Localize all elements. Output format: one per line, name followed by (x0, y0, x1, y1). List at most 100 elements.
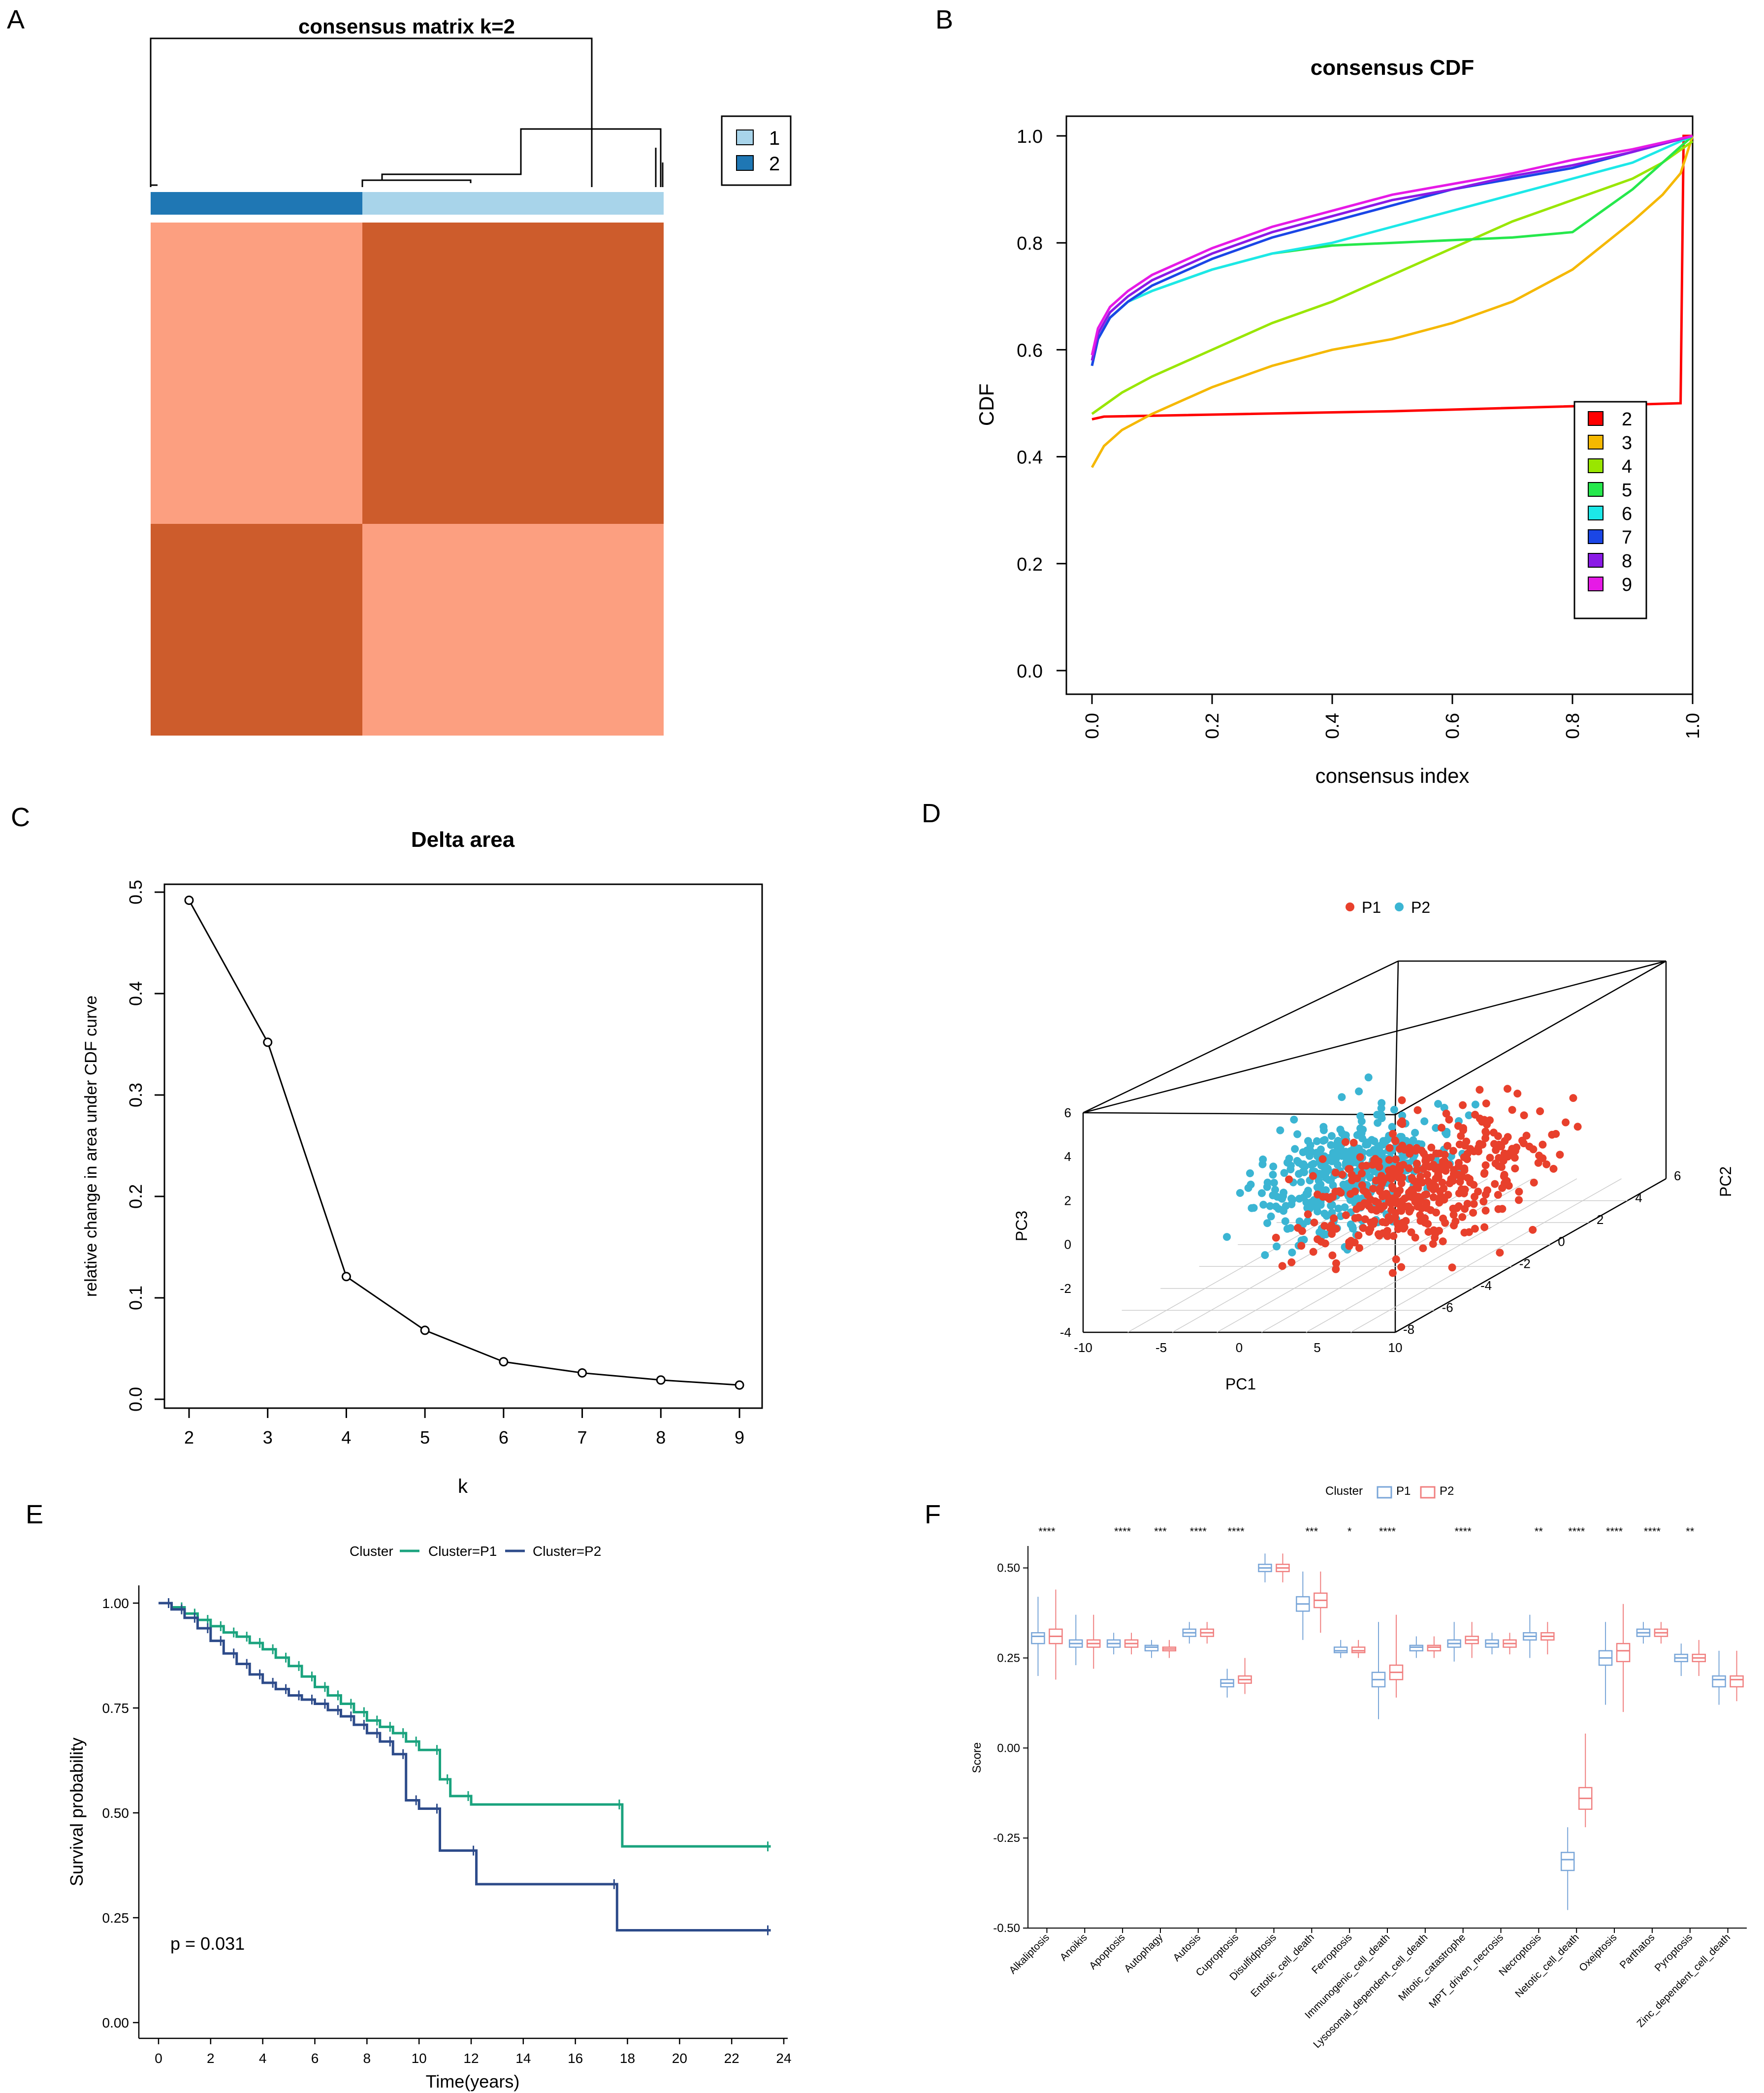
pca-point-p1 (1453, 1204, 1461, 1212)
pca-point-p2 (1325, 1154, 1333, 1162)
pca-point-p2 (1319, 1126, 1328, 1134)
delta-area-point-k9 (735, 1380, 744, 1390)
pca-point-p1 (1542, 1160, 1551, 1168)
pca-point-p2 (1306, 1152, 1314, 1160)
c-xtick-label-3: 5 (420, 1427, 430, 1448)
pca-point-p1 (1469, 1209, 1477, 1217)
pca-point-p1 (1482, 1099, 1490, 1108)
pca-point-p2 (1223, 1233, 1231, 1241)
e-xtick-label-6: 12 (463, 2051, 479, 2066)
pca-point-p2 (1276, 1193, 1284, 1202)
pca-point-p2 (1398, 1111, 1407, 1120)
panel-d-zlabel: PC3 (1013, 1211, 1030, 1241)
pca-point-p1 (1438, 1124, 1445, 1132)
pca-point-p1 (1385, 1156, 1393, 1164)
f-ytick-label-1: -0.25 (993, 1832, 1020, 1845)
pca-point-p1 (1341, 1138, 1349, 1146)
pca-point-p2 (1286, 1161, 1295, 1170)
panel-letter-e: E (26, 1500, 43, 1529)
b-legend-label-5: 5 (1622, 480, 1632, 501)
km-curve-p2 (159, 1602, 771, 1932)
pca-point-p2 (1263, 1183, 1271, 1191)
panel-b-lines (1090, 134, 1694, 468)
panel-b: consensus CDF 0.00.20.40.60.81.00.0 0.2 0.… (975, 56, 1703, 787)
pca-point-p2 (1434, 1100, 1442, 1108)
pca-point-p2 (1302, 1190, 1311, 1198)
pca-point-p2 (1304, 1217, 1312, 1225)
pca-point-p1 (1318, 1155, 1327, 1163)
c-ytick-label-2: 0.2 (126, 1184, 146, 1209)
pca-point-p1 (1562, 1118, 1570, 1127)
pca-point-p1 (1366, 1224, 1375, 1233)
cdf-line-k8 (1090, 134, 1693, 361)
pca-point-p1 (1369, 1185, 1378, 1193)
pca-point-p1 (1351, 1214, 1359, 1222)
b-legend-swatch-7 (1588, 529, 1604, 544)
f-significance-8: * (1347, 1525, 1352, 1538)
c-xtick-label-7: 9 (735, 1427, 744, 1448)
dendrogram-root-branch (150, 37, 593, 187)
pca-point-p2 (1336, 1126, 1345, 1134)
e-xtick-label-4: 8 (363, 2051, 371, 2066)
pca-point-p1 (1511, 1147, 1519, 1155)
f-significance-11: **** (1455, 1525, 1472, 1538)
delta-area-point-k4 (341, 1272, 351, 1282)
b-legend-swatch-6 (1588, 506, 1604, 520)
pca-point-p2 (1317, 1161, 1326, 1169)
pca-point-p1 (1439, 1158, 1447, 1166)
pca-point-p1 (1371, 1206, 1379, 1214)
pca-point-p1 (1361, 1215, 1369, 1224)
pca-point-p2 (1269, 1191, 1277, 1199)
pca-point-p1 (1410, 1177, 1418, 1185)
pca-point-p1 (1310, 1219, 1318, 1226)
pca-point-p1 (1449, 1211, 1458, 1219)
pca-point-p2 (1258, 1189, 1266, 1197)
pca-point-p1 (1328, 1230, 1336, 1238)
pca-point-p1 (1451, 1217, 1460, 1225)
e-xtick-label-3: 6 (311, 2051, 319, 2066)
panel-e-lines (159, 1598, 771, 1935)
b-ytick-label-2: 0.4 (1017, 448, 1043, 468)
panel-e: Cluster Cluster=P1 Cluster=P2 0.00 0.25 0.… (66, 1544, 792, 2092)
pca-point-p1 (1556, 1151, 1564, 1159)
pca-point-p1 (1398, 1120, 1407, 1128)
e-ytick-label-4: 1.00 (102, 1596, 129, 1611)
b-ytick-label-3: 0.6 (1017, 340, 1043, 361)
pca-point-p1 (1411, 1233, 1419, 1242)
delta-area-point-k5 (420, 1325, 430, 1335)
pca-point-p2 (1420, 1117, 1429, 1126)
pca-point-p2 (1250, 1204, 1258, 1212)
e-xtick-label-7: 14 (515, 2051, 531, 2066)
pca-point-p2 (1324, 1164, 1332, 1173)
panel-c-plot-box (163, 883, 763, 1409)
legend-box-p2 (1420, 1486, 1436, 1499)
panel-letter-d: D (922, 799, 941, 828)
pca-point-p1 (1392, 1155, 1400, 1163)
dendrogram-branch-2 (381, 170, 522, 180)
d-floor-grid-x-6 (1350, 1178, 1622, 1333)
f-significance-7: *** (1305, 1525, 1318, 1538)
pca-point-p1 (1456, 1178, 1464, 1186)
pca-point-p1 (1421, 1191, 1429, 1199)
f-significance-4: **** (1190, 1525, 1207, 1538)
panel-letter-c: C (11, 803, 30, 832)
pca-point-p2 (1304, 1137, 1312, 1145)
pca-point-p2 (1370, 1167, 1379, 1176)
dendrogram-branch-4 (655, 148, 664, 187)
pca-point-p1 (1309, 1172, 1317, 1180)
pca-point-p1 (1285, 1175, 1293, 1184)
dendrogram-branch-1 (361, 179, 472, 187)
e-xtick-label-10: 20 (672, 2051, 687, 2066)
d-xtick-label-0: -10 (1074, 1340, 1092, 1355)
pca-point-p1 (1520, 1111, 1528, 1120)
delta-area-point-k6 (499, 1357, 509, 1367)
e-xtick-label-12: 24 (776, 2051, 791, 2066)
pca-point-p1 (1445, 1179, 1454, 1188)
pca-point-p1 (1382, 1190, 1390, 1198)
legend-swatch-2 (736, 155, 754, 171)
pca-point-p2 (1247, 1180, 1255, 1189)
pca-point-p2 (1267, 1212, 1275, 1221)
pca-point-p1 (1419, 1149, 1428, 1158)
f-significance-15: **** (1606, 1525, 1623, 1538)
pca-point-p1 (1304, 1210, 1312, 1219)
